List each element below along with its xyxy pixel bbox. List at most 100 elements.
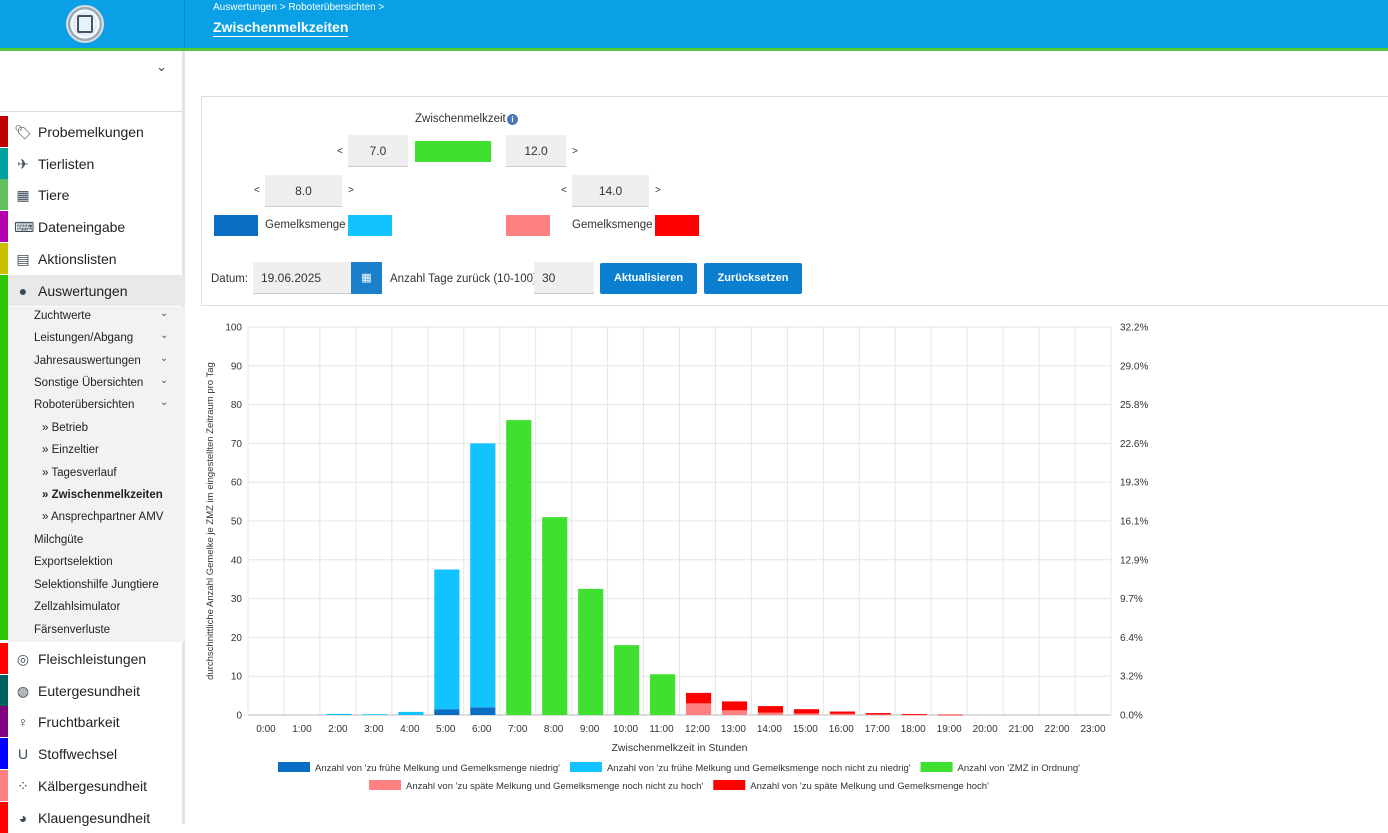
chart-bar xyxy=(362,714,388,716)
chart-bar xyxy=(721,710,748,715)
y2-tick-label: 19.3% xyxy=(1120,478,1148,489)
y-axis-label: durchschnittliche Anzahl Gemelke je ZMZ … xyxy=(205,362,216,680)
sidebar: ⌄ 🏷 Probemelkungen ✈ Tierlisten ▦ Tiere ⌨ Daten… xyxy=(0,51,185,833)
y2-tick-label: 25.8% xyxy=(1120,400,1148,411)
tage-input[interactable]: 30 xyxy=(534,262,594,294)
y-tick-label: 40 xyxy=(231,555,243,566)
reset-button[interactable]: Zurücksetzen xyxy=(704,263,802,294)
top-header: Auswertungen > Roboterübersichten > Zwis… xyxy=(0,0,1388,51)
sidebar-item-tiere[interactable]: ▦ Tiere xyxy=(0,179,185,211)
chart-bar xyxy=(901,714,927,716)
legend-label: Anzahl von 'ZMZ in Ordnung' xyxy=(958,763,1081,774)
target-icon: ◎ xyxy=(16,651,30,667)
submenu-item[interactable]: Roboterübersichten xyxy=(34,399,135,412)
robot-submenu-item[interactable]: » Ansprechpartner AMV xyxy=(42,511,164,524)
sidebar-item-fruchtbarkeit[interactable]: ♀ Fruchtbarkeit xyxy=(0,706,185,738)
sidebar-item-auswertungen[interactable]: ● Auswertungen xyxy=(0,274,185,306)
x-tick-label: 20:00 xyxy=(973,724,998,735)
y2-tick-label: 22.6% xyxy=(1120,439,1148,450)
y-tick-label: 70 xyxy=(231,439,243,450)
sidebar-item-tierlisten[interactable]: ✈ Tierlisten xyxy=(0,147,185,179)
sidebar-item-eutergesundheit[interactable]: ◍ Eutergesundheit xyxy=(0,674,185,706)
tage-label: Anzahl Tage zurück (10-100): xyxy=(390,273,541,285)
robot-submenu-item[interactable]: » Betrieb xyxy=(42,422,89,434)
robot-submenu-item[interactable]: » Tagesverlauf xyxy=(42,466,117,479)
chevron-down-icon[interactable]: ⌄ xyxy=(160,352,169,364)
early-decrease[interactable]: < xyxy=(254,185,260,196)
submenu-item[interactable]: Leistungen/Abgang xyxy=(34,332,134,345)
datum-input[interactable]: 19.06.2025 xyxy=(253,262,352,294)
legend-label: Anzahl von 'zu frühe Melkung und Gemelks… xyxy=(315,763,560,774)
chevron-down-icon[interactable]: ⌄ xyxy=(160,308,169,319)
zmz-min-decrease[interactable]: < xyxy=(337,146,343,157)
late-decrease[interactable]: < xyxy=(561,185,567,196)
submenu-item[interactable]: Exportselektion xyxy=(34,556,113,569)
zmz-ok-color[interactable] xyxy=(415,141,491,162)
sidebar-item-aktionslisten[interactable]: ▤ Aktionslisten xyxy=(0,242,185,274)
sidebar-item-stoffwechsel[interactable]: U Stoffwechsel xyxy=(0,738,185,770)
submenu-item[interactable]: Selektionshilfe Jungtiere xyxy=(34,578,159,591)
y2-tick-label: 3.2% xyxy=(1120,672,1143,683)
sidebar-item-stripe xyxy=(0,706,8,738)
chart-bar xyxy=(434,709,460,715)
y2-tick-label: 0.0% xyxy=(1120,711,1143,722)
submenu-item[interactable]: Zellzahlsimulator xyxy=(34,601,121,614)
submenu-item[interactable]: Milchgüte xyxy=(34,534,84,546)
late-gemelksmenge-label: Gemelksmenge xyxy=(572,219,653,231)
zmz-max-input[interactable]: 12.0 xyxy=(506,135,566,167)
x-tick-label: 7:00 xyxy=(508,724,528,735)
info-icon[interactable]: i xyxy=(507,114,518,125)
late-high-color[interactable] xyxy=(655,215,699,236)
chart-bar xyxy=(470,707,496,715)
early-ok-color[interactable] xyxy=(348,215,392,236)
logo[interactable] xyxy=(66,5,104,43)
x-tick-label: 4:00 xyxy=(400,724,420,735)
sidebar-item-klauengesundheit[interactable]: ◕ Klauengesundheit xyxy=(0,801,185,833)
chart-bar xyxy=(398,711,424,715)
submenu-item[interactable]: Jahresauswertungen xyxy=(34,354,141,367)
chevron-down-icon[interactable]: ⌄ xyxy=(160,330,169,342)
sidebar-item-stripe xyxy=(0,801,8,833)
chart-bar xyxy=(614,645,640,715)
calendar-icon[interactable]: ▦ xyxy=(351,262,382,294)
sidebar-dropdown[interactable]: ⌄ xyxy=(0,51,182,112)
y2-tick-label: 32.2% xyxy=(1120,323,1148,334)
sidebar-item-label: Tierlisten xyxy=(38,155,95,172)
sidebar-item-kälbergesundheit[interactable]: ⁘ Kälbergesundheit xyxy=(0,769,185,801)
robot-submenu-item[interactable]: » Zwischenmelkzeiten xyxy=(42,488,163,501)
x-tick-label: 19:00 xyxy=(937,724,962,735)
y-tick-label: 0 xyxy=(236,711,242,722)
chart-bar xyxy=(829,711,855,714)
sidebar-item-fleischleistungen[interactable]: ◎ Fleischleistungen xyxy=(0,643,185,674)
early-gemelk-input[interactable]: 8.0 xyxy=(265,175,342,207)
chevron-down-icon[interactable]: ⌄ xyxy=(160,374,169,386)
chart-bar xyxy=(685,692,712,704)
late-gemelk-input[interactable]: 14.0 xyxy=(572,175,649,207)
breadcrumb[interactable]: Auswertungen > Roboterübersichten > xyxy=(213,2,385,13)
sidebar-item-stripe xyxy=(0,147,8,179)
chart-bar xyxy=(650,674,676,715)
sidebar-item-probemelkungen[interactable]: 🏷 Probemelkungen xyxy=(0,116,185,147)
auswertungen-stripe xyxy=(0,275,8,640)
early-low-color[interactable] xyxy=(214,215,258,236)
early-increase[interactable]: > xyxy=(348,185,354,196)
y-tick-label: 100 xyxy=(225,323,242,334)
logo-area[interactable] xyxy=(0,0,185,48)
chart-bar xyxy=(829,713,855,715)
chevron-down-icon[interactable]: ⌄ xyxy=(156,59,167,74)
update-button[interactable]: Aktualisieren xyxy=(600,263,697,294)
sidebar-item-dateneingabe[interactable]: ⌨ Dateneingabe xyxy=(0,211,185,243)
sidebar-item-label: Klauengesundheit xyxy=(38,809,151,826)
chart-bar xyxy=(793,713,820,715)
zmz-max-increase[interactable]: > xyxy=(572,146,578,157)
x-tick-label: 23:00 xyxy=(1081,724,1106,735)
robot-submenu-item[interactable]: » Einzeltier xyxy=(42,444,99,457)
zmz-min-input[interactable]: 7.0 xyxy=(348,135,408,167)
chevron-down-icon[interactable]: ⌄ xyxy=(160,397,169,409)
bomb-icon: ● xyxy=(18,282,28,299)
submenu-item[interactable]: Zuchtwerte xyxy=(34,310,91,322)
late-increase[interactable]: > xyxy=(655,185,661,196)
submenu-item[interactable]: Sonstige Übersichten xyxy=(34,376,144,389)
submenu-item[interactable]: Färsenverluste xyxy=(34,623,111,636)
late-ok-color[interactable] xyxy=(506,215,550,236)
